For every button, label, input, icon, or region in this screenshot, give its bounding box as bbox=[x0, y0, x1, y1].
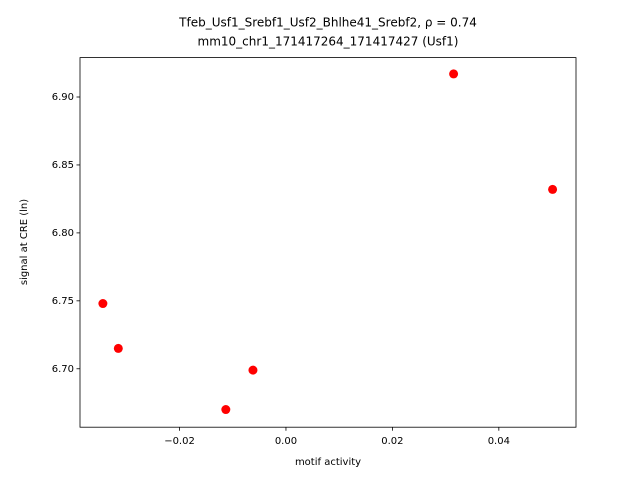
y-tick-label: 6.75 bbox=[52, 296, 74, 307]
point bbox=[248, 365, 258, 375]
y-tick-label: 6.80 bbox=[52, 228, 74, 239]
chart-title: Tfeb_Usf1_Srebf1_Usf2_Bhlhe41_Srebf2, ρ … bbox=[178, 16, 477, 30]
y-tick-label: 6.70 bbox=[52, 364, 74, 375]
x-tick-label: 0.00 bbox=[275, 436, 297, 447]
x-axis-label: motif activity bbox=[295, 457, 361, 468]
point bbox=[221, 405, 231, 415]
x-tick-label: 0.04 bbox=[488, 436, 510, 447]
x-tick-label: −0.02 bbox=[164, 436, 195, 447]
y-tick-label: 6.90 bbox=[52, 92, 74, 103]
point bbox=[548, 184, 558, 194]
plot-frame bbox=[79, 57, 577, 428]
y-tick-label: 6.85 bbox=[52, 160, 74, 171]
x-tick-label: 0.02 bbox=[381, 436, 403, 447]
point bbox=[98, 299, 108, 309]
point bbox=[113, 343, 123, 353]
chart-subtitle: mm10_chr1_171417264_171417427 (Usf1) bbox=[198, 35, 459, 49]
point bbox=[449, 69, 459, 79]
y-axis-label: signal at CRE (ln) bbox=[19, 199, 30, 285]
